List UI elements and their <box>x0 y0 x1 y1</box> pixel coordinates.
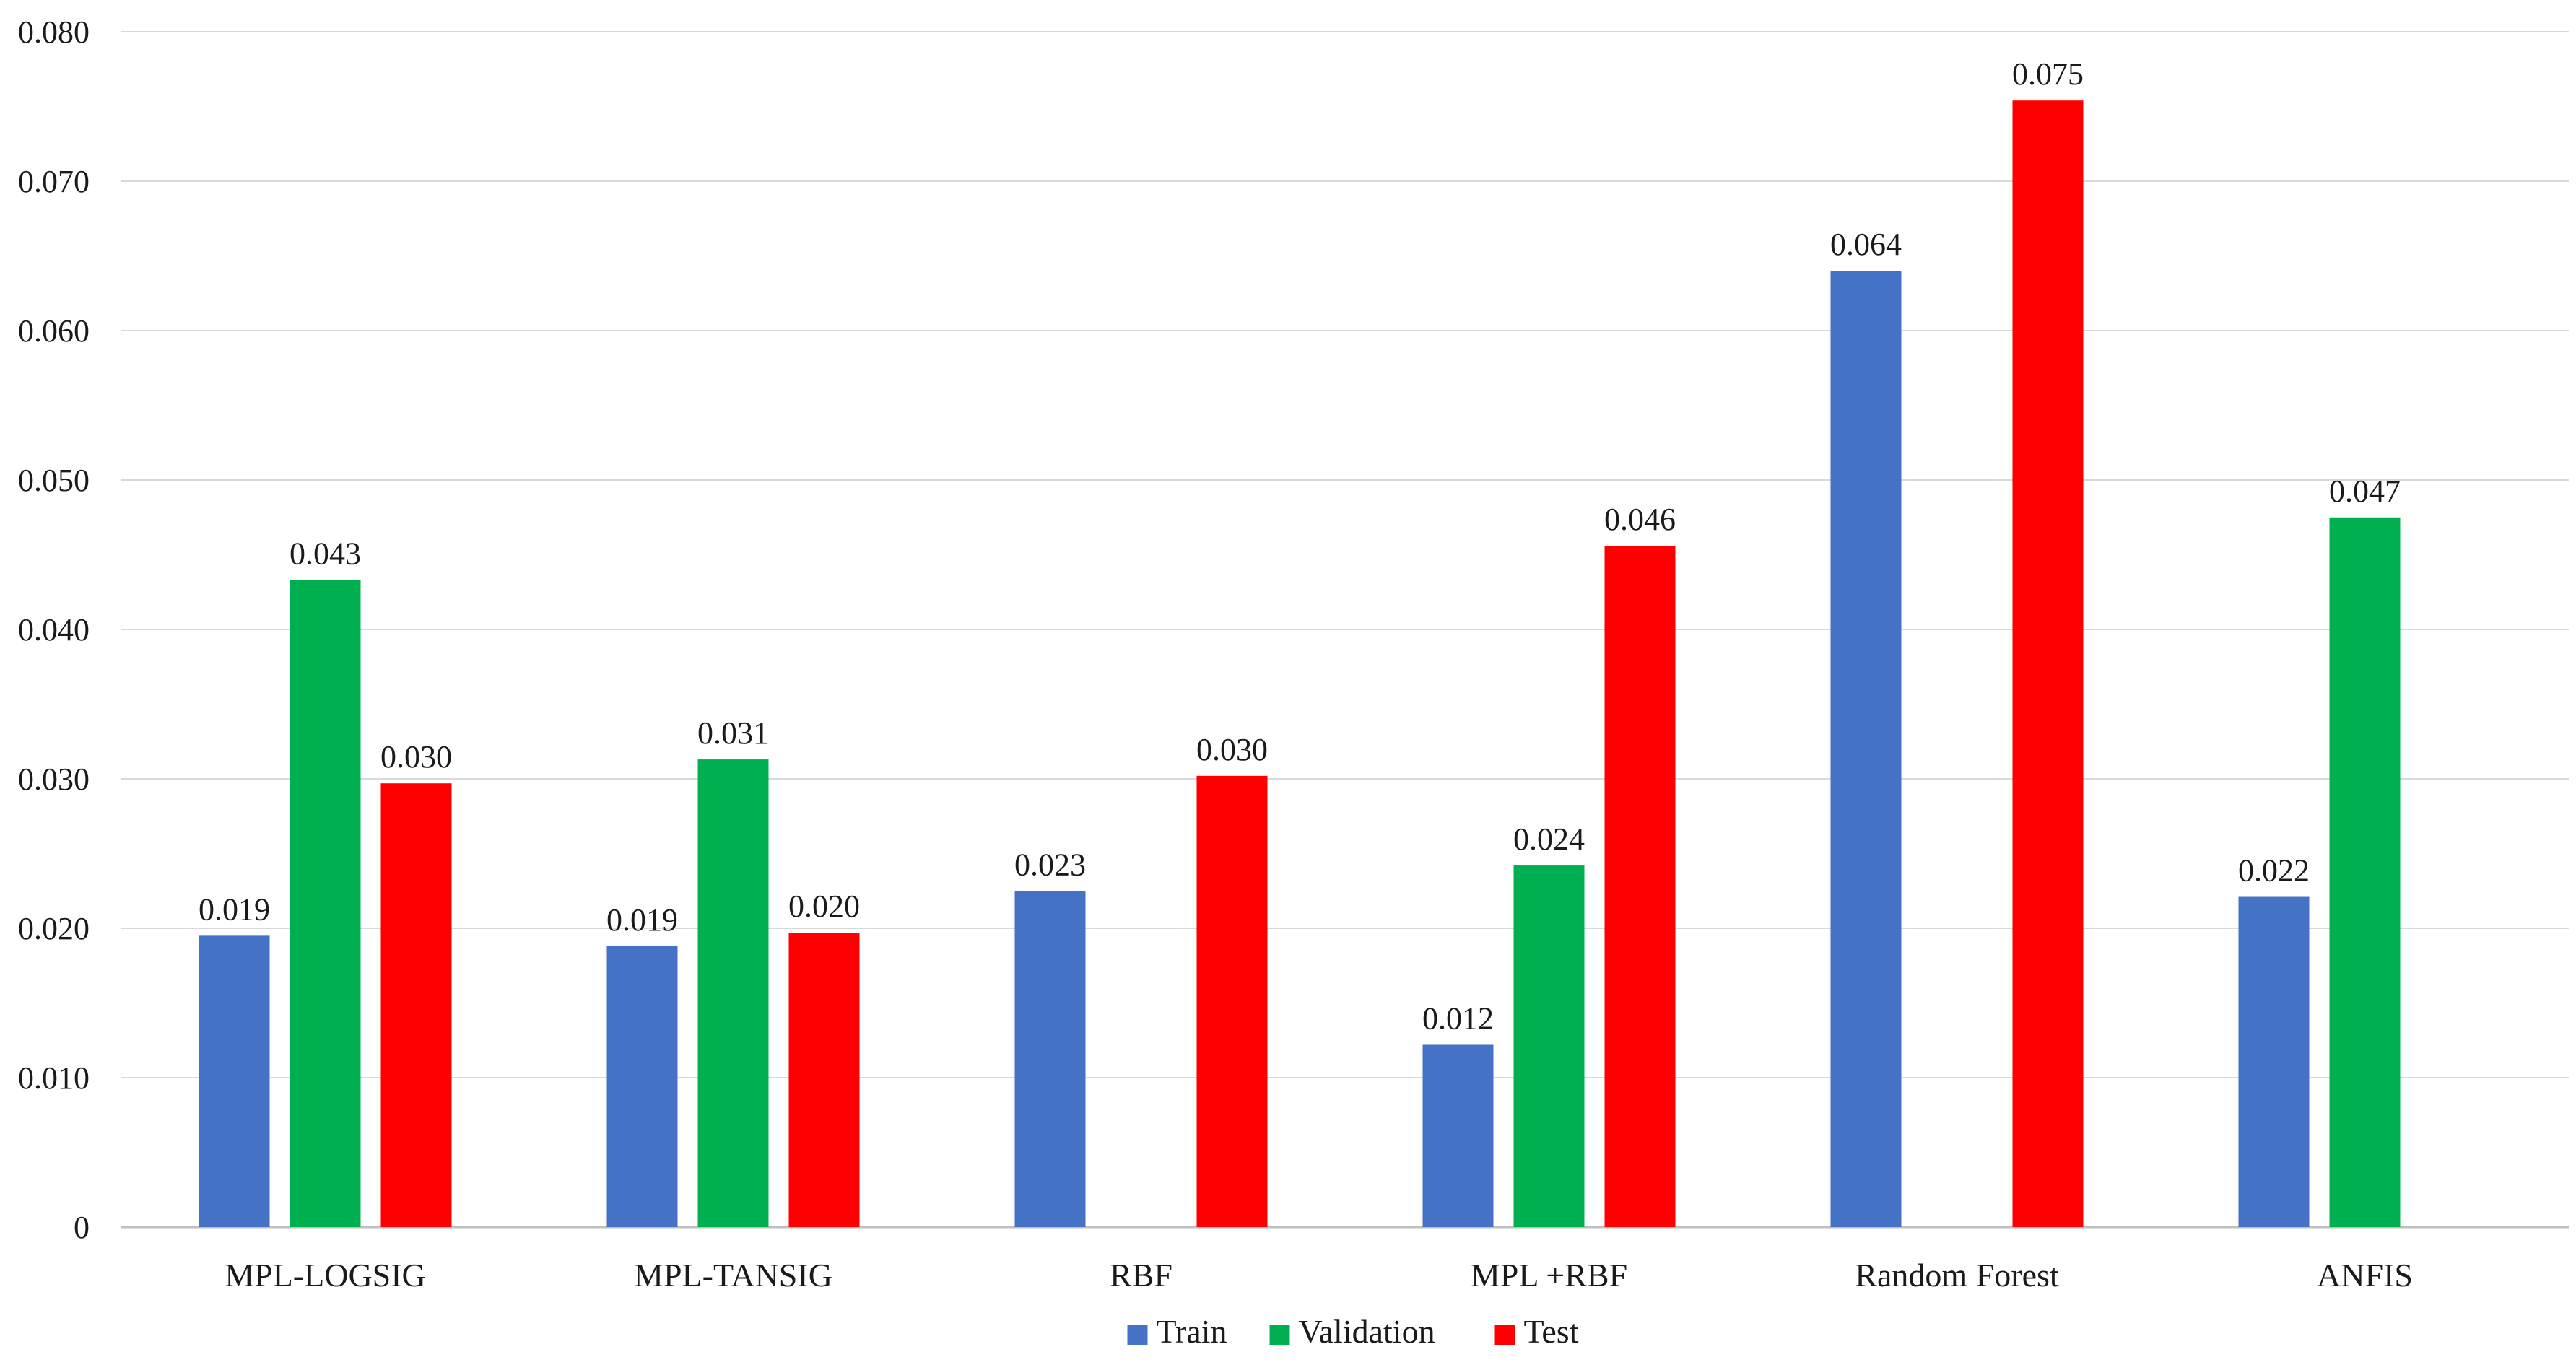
legend-swatch-train <box>1127 1325 1148 1345</box>
bar-test <box>1604 546 1676 1227</box>
y-tick-label: 0.010 <box>18 1060 90 1096</box>
y-tick-label: 0.060 <box>18 313 90 349</box>
bar-train <box>2238 896 2310 1227</box>
data-label: 0.064 <box>1830 227 1902 262</box>
x-category-label: MPL-LOGSIG <box>225 1257 426 1293</box>
y-tick-label: 0 <box>74 1210 90 1245</box>
bar-train <box>1422 1044 1494 1227</box>
data-label: 0.030 <box>380 739 452 775</box>
bar-validation <box>290 580 361 1227</box>
data-label: 0.020 <box>788 889 860 924</box>
data-label: 0.019 <box>606 902 678 938</box>
data-label: 0.023 <box>1014 847 1086 882</box>
legend-label-validation: Validation <box>1299 1313 1435 1350</box>
gridlines <box>121 31 2569 1229</box>
legend-label-train: Train <box>1157 1313 1227 1350</box>
x-axis-category-labels: MPL-LOGSIG MPL-TANSIG RBF MPL +RBF Random Fo… <box>225 1257 2413 1293</box>
y-tick-label: 0.040 <box>18 612 90 647</box>
bar-train <box>199 935 270 1227</box>
y-tick-label: 0.030 <box>18 762 90 797</box>
data-labels: 0.019 0.043 0.030 0.019 0.031 0.020 0.023 0.030… <box>199 56 2401 1036</box>
data-label: 0.047 <box>2329 474 2401 509</box>
bar-test <box>788 933 860 1227</box>
x-category-label: ANFIS <box>2317 1257 2413 1293</box>
bars <box>199 100 2401 1228</box>
x-category-label: Random Forest <box>1855 1257 2059 1293</box>
bar-test <box>2012 100 2084 1228</box>
data-label: 0.022 <box>2238 853 2310 889</box>
y-tick-label: 0.020 <box>18 911 90 946</box>
bar-train <box>1014 891 1086 1227</box>
bar-test <box>380 783 452 1227</box>
data-label: 0.031 <box>697 715 769 751</box>
bar-validation <box>1513 865 1585 1227</box>
data-label: 0.012 <box>1422 1000 1494 1036</box>
x-category-label: MPL +RBF <box>1471 1257 1627 1293</box>
legend: Train Validation Test <box>1127 1313 1579 1350</box>
y-axis-tick-labels: 0 0.010 0.020 0.030 0.040 0.050 0.060 0.070 0.08… <box>18 14 90 1245</box>
data-label: 0.046 <box>1604 502 1676 537</box>
data-label: 0.030 <box>1196 732 1268 767</box>
data-label: 0.043 <box>290 536 361 572</box>
bar-train <box>1830 271 1902 1228</box>
data-label: 0.024 <box>1513 821 1585 857</box>
y-tick-label: 0.080 <box>18 14 90 50</box>
y-tick-label: 0.050 <box>18 463 90 498</box>
legend-label-test: Test <box>1524 1313 1579 1350</box>
bar-test <box>1196 775 1268 1227</box>
y-tick-label: 0.070 <box>18 164 90 199</box>
bar-validation <box>697 759 769 1227</box>
bar-validation <box>2329 517 2401 1227</box>
data-label: 0.075 <box>2012 56 2084 92</box>
legend-swatch-validation <box>1269 1325 1290 1345</box>
x-category-label: MPL-TANSIG <box>634 1257 832 1293</box>
data-label: 0.019 <box>199 891 270 927</box>
legend-swatch-test <box>1494 1325 1515 1345</box>
x-category-label: RBF <box>1110 1257 1172 1293</box>
bar-train <box>606 946 678 1227</box>
